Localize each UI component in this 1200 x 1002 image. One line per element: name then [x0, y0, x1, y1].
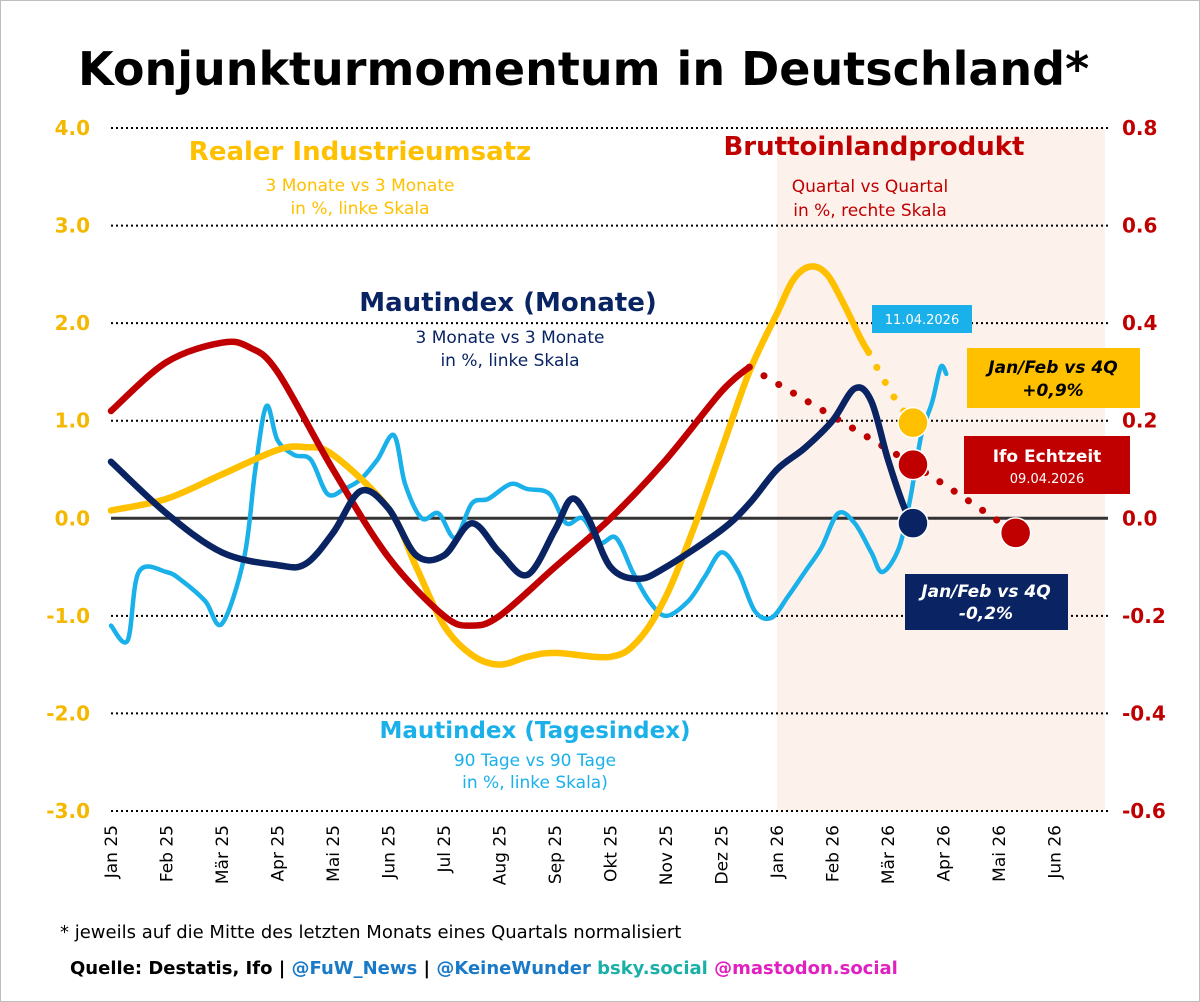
x-tick: Jan 26	[768, 825, 788, 879]
maut-box-bg	[905, 574, 1068, 630]
footnote: * jeweils auf die Mitte des letzten Mona…	[60, 922, 682, 943]
x-tick: Jun 25	[380, 825, 400, 880]
industry-box: Jan/Feb vs 4Q +0,9%	[967, 348, 1140, 408]
series-line-mautindex-monate	[107, 384, 917, 583]
x-tick: Mai 25	[324, 825, 344, 882]
source-part-5[interactable]: @mastodon.social	[707, 958, 898, 979]
y-tick-left: 4.0	[55, 116, 90, 140]
source-line: Quelle: Destatis, Ifo | @FuW_News | @Kei…	[70, 958, 898, 979]
source-part-0: Quelle: Destatis, Ifo |	[70, 958, 292, 979]
x-tick: Nov 25	[657, 825, 677, 885]
gridlines	[111, 127, 1108, 812]
markers	[897, 406, 1032, 549]
x-tick: Mär 26	[879, 825, 899, 884]
date-box-bg	[872, 305, 972, 333]
annotation-gdp-line1: Quartal vs Quartal	[792, 177, 948, 197]
y-tick-left: 1.0	[55, 409, 90, 433]
maut-box: Jan/Feb vs 4Q -0,2%	[905, 574, 1068, 630]
marker-realer-industrieumsatz	[897, 406, 929, 439]
y-tick-right: 0.0	[1122, 506, 1157, 530]
y-tick-left: 3.0	[55, 214, 90, 238]
annotation-maut-daily: Mautindex (Tagesindex) 90 Tage vs 90 Tag…	[379, 718, 690, 793]
annotation-industry: Realer Industrieumsatz 3 Monate vs 3 Mon…	[189, 137, 531, 219]
y-axis-left: 4.0 3.0 2.0 1.0 0.0 -1.0 -2.0 -3.0	[46, 116, 90, 823]
x-tick: Apr 25	[269, 825, 289, 881]
x-tick: Jun 26	[1046, 825, 1066, 880]
x-tick: Jul 25	[435, 825, 455, 874]
x-tick: Aug 25	[491, 825, 511, 885]
x-tick: Jan 25	[102, 825, 122, 879]
x-tick: Feb 26	[824, 825, 844, 882]
marker-bruttoinlandprodukt	[999, 517, 1032, 549]
y-tick-left: 2.0	[55, 311, 90, 335]
y-axis-right: 0.8 0.6 0.4 0.2 0.0 -0.2 -0.4 -0.6	[1122, 116, 1166, 823]
ifo-box-line1: Ifo Echtzeit	[993, 447, 1102, 467]
industry-box-line2: +0,9%	[1022, 381, 1083, 401]
y-tick-right: -0.6	[1122, 799, 1166, 823]
annotation-maut-daily-line1: 90 Tage vs 90 Tage	[454, 751, 616, 771]
y-tick-left: -2.0	[46, 701, 90, 725]
y-tick-right: 0.4	[1122, 311, 1157, 335]
annotation-maut-monthly-title: Mautindex (Monate)	[359, 288, 656, 318]
y-tick-left: -3.0	[46, 799, 90, 823]
date-box: 11.04.2026	[872, 305, 972, 333]
ifo-box: Ifo Echtzeit 09.04.2026	[964, 436, 1130, 494]
annotation-industry-line1: 3 Monate vs 3 Monate	[266, 176, 455, 196]
source-part-2: |	[417, 958, 437, 979]
annotation-industry-title: Realer Industrieumsatz	[189, 137, 531, 167]
series-line-mautindex-tagesindex	[108, 363, 949, 645]
source-part-4[interactable]: bsky.social	[590, 958, 708, 979]
series	[107, 263, 1020, 668]
x-tick: Mai 26	[990, 825, 1010, 882]
annotation-gdp-line2: in %, rechte Skala	[793, 201, 946, 221]
annotation-maut-daily-title: Mautindex (Tagesindex)	[379, 718, 690, 744]
y-tick-left: 0.0	[55, 506, 90, 530]
annotation-industry-line2: in %, linke Skala	[290, 199, 429, 219]
x-tick: Apr 26	[935, 825, 955, 881]
annotation-gdp: Bruttoinlandprodukt Quartal vs Quartal i…	[723, 132, 1024, 221]
industry-box-line1: Jan/Feb vs 4Q	[985, 358, 1117, 378]
source-part-1[interactable]: @FuW_News	[291, 958, 418, 979]
y-tick-left: -1.0	[46, 604, 90, 628]
y-tick-right: 0.2	[1122, 409, 1157, 433]
annotation-maut-monthly-line1: 3 Monate vs 3 Monate	[416, 328, 605, 348]
maut-box-line2: -0,2%	[959, 604, 1013, 624]
x-tick: Dez 25	[713, 825, 733, 885]
series-line-realer-industrieumsatz-prognose	[865, 348, 917, 427]
series-line-bruttoinlandprodukt	[107, 338, 753, 629]
y-tick-right: 0.6	[1122, 214, 1157, 238]
annotation-maut-daily-line2: in %, linke Skala)	[462, 773, 608, 793]
x-tick: Sep 25	[546, 825, 566, 884]
ifo-box-line2: 09.04.2026	[1010, 472, 1084, 487]
x-tick: Feb 25	[158, 825, 178, 882]
x-tick: Mär 25	[213, 825, 233, 884]
marker-bruttoinlandprodukt	[897, 448, 929, 481]
y-tick-right: -0.4	[1122, 701, 1166, 725]
date-box-text: 11.04.2026	[885, 313, 959, 328]
y-tick-right: 0.8	[1122, 116, 1157, 140]
maut-box-line1: Jan/Feb vs 4Q	[918, 582, 1050, 602]
industry-box-bg	[967, 348, 1140, 408]
source-part-3[interactable]: @KeineWunder	[436, 958, 591, 979]
annotation-gdp-title: Bruttoinlandprodukt	[723, 132, 1024, 162]
annotation-maut-monthly: Mautindex (Monate) 3 Monate vs 3 Monate …	[359, 288, 656, 371]
chart-title: Konjunkturmomentum in Deutschland*	[78, 42, 1089, 96]
y-tick-right: -0.2	[1122, 604, 1166, 628]
x-tick: Okt 25	[602, 825, 622, 882]
ifo-box-bg	[964, 436, 1130, 494]
annotation-maut-monthly-line2: in %, linke Skala	[440, 351, 579, 371]
marker-mautindex-monate	[897, 507, 929, 539]
x-axis: Jan 25 Feb 25 Mär 25 Apr 25 Mai 25 Jun 25 Jul …	[102, 825, 1066, 885]
series-line-realer-industrieumsatz	[107, 263, 872, 668]
